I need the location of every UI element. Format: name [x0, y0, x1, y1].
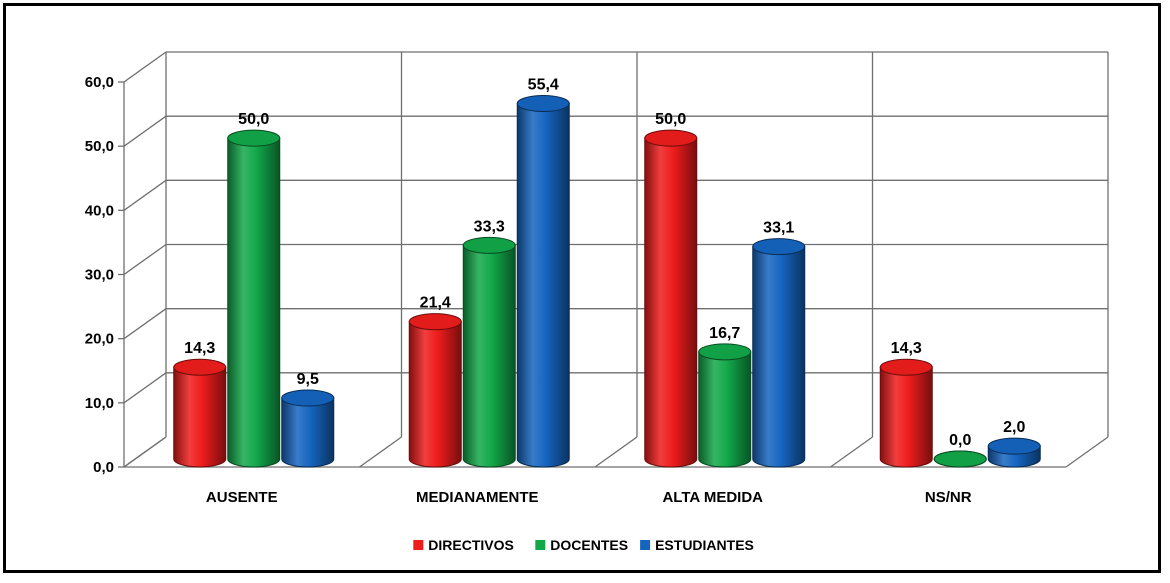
y-tick-label: 30,0 [85, 267, 114, 284]
y-tick-label: 60,0 [85, 74, 114, 91]
data-label: 0,0 [949, 432, 971, 449]
bar-directivos-3 [879, 358, 933, 468]
legend-label: DIRECTIVOS [428, 537, 514, 553]
floor-divider [359, 436, 402, 468]
legend-swatch [535, 540, 546, 550]
data-label: 50,0 [238, 111, 269, 128]
bar-top [173, 358, 227, 376]
bar-top [644, 129, 698, 147]
data-label: 55,4 [528, 77, 559, 94]
bar-body [879, 366, 933, 468]
x-category-label: AUSENTE [206, 489, 278, 506]
bar-top [408, 313, 462, 331]
data-label: 2,0 [1003, 419, 1025, 436]
bar-top [227, 129, 281, 147]
legend-swatch [640, 540, 651, 550]
bar-top [752, 238, 806, 256]
legend-item-docentes: DOCENTES [535, 537, 628, 553]
bar-estudiantes-2 [752, 238, 806, 468]
gridline-side [123, 51, 167, 83]
floor-divider [830, 436, 873, 468]
bar-estudiantes-0 [281, 389, 335, 468]
bar-top [516, 95, 570, 113]
bars [173, 95, 1041, 468]
bar-body [698, 351, 752, 468]
bar-top [281, 389, 335, 407]
gridline-side [123, 243, 167, 276]
bar-body [752, 246, 806, 468]
gridlines [123, 51, 1109, 468]
bar-docentes-2 [698, 343, 752, 468]
y-tick-label: 20,0 [85, 331, 114, 348]
x-category-label: NS/NR [925, 489, 972, 506]
gridline-side [123, 372, 167, 404]
bar-body [462, 244, 516, 468]
data-label: 21,4 [420, 295, 451, 312]
data-label: 33,3 [474, 218, 505, 235]
bar-docentes-0 [227, 129, 281, 468]
floor-divider [123, 436, 167, 468]
data-label: 9,5 [297, 371, 319, 388]
bar-body [516, 103, 570, 468]
bar-estudiantes-1 [516, 95, 570, 468]
legend-label: DOCENTES [550, 537, 628, 553]
y-tick-label: 40,0 [85, 202, 114, 219]
bar-body [281, 397, 335, 468]
data-label: 50,0 [655, 111, 686, 128]
bar-directivos-1 [408, 313, 462, 468]
y-tick-label: 0,0 [93, 459, 114, 476]
gridline-side [123, 115, 167, 147]
x-category-label: ALTA MEDIDA [662, 489, 763, 506]
legend: DIRECTIVOS DOCENTES ESTUDIANTES [413, 537, 754, 553]
legend-label: ESTUDIANTES [655, 537, 754, 553]
data-label: 16,7 [709, 325, 740, 342]
bar-directivos-2 [644, 129, 698, 468]
bar-top [698, 343, 752, 361]
bar-body [227, 137, 281, 468]
bar-body [644, 137, 698, 468]
y-tick-label: 10,0 [85, 395, 114, 412]
legend-item-directivos: DIRECTIVOS [413, 537, 514, 553]
floor-divider [1065, 436, 1109, 468]
bar-top [462, 236, 516, 254]
bar-estudiantes-3 [987, 437, 1041, 468]
chart-frame [3, 3, 1161, 573]
floor-divider [594, 436, 638, 468]
axes: 0,0 10,0 20,0 30,0 40,0 50,0 60,0 AUSENTE MEDIAN… [85, 74, 972, 506]
bar-directivos-0 [173, 358, 227, 468]
bar-docentes-3 [933, 450, 987, 468]
data-label: 14,3 [184, 340, 215, 357]
x-category-label: MEDIANAMENTE [416, 489, 539, 506]
y-tick-label: 50,0 [85, 138, 114, 155]
bar-top [879, 358, 933, 376]
data-labels: 14,3 50,0 9,5 21,4 33,3 55,4 50,0 16,7 33,1 14,3 0… [184, 77, 1025, 449]
bar-top [987, 437, 1041, 455]
bar-body [173, 366, 227, 468]
bar-docentes-1 [462, 236, 516, 468]
data-label: 14,3 [891, 340, 922, 357]
gridline-side [123, 179, 167, 211]
bar-body [408, 321, 462, 468]
data-label: 33,1 [763, 220, 794, 237]
gridline-side [123, 308, 167, 340]
bar-top [933, 450, 987, 468]
legend-swatch [413, 540, 424, 550]
legend-item-estudiantes: ESTUDIANTES [640, 537, 754, 553]
